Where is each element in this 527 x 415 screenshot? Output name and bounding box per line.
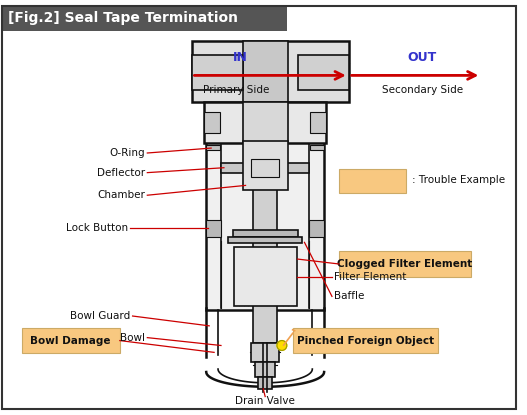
Bar [309, 220, 324, 237]
Bar [242, 141, 288, 190]
Bar [206, 141, 324, 310]
Bar [242, 41, 288, 102]
Text: Drain Valve: Drain Valve [235, 396, 295, 406]
Bar [242, 102, 288, 143]
Bar [228, 237, 302, 243]
Bar [253, 141, 277, 342]
Bar [339, 169, 406, 193]
Bar [191, 55, 242, 90]
Bar [206, 145, 220, 150]
Text: [Fig.2] Seal Tape Termination: [Fig.2] Seal Tape Termination [8, 12, 238, 25]
Text: Filter Element: Filter Element [334, 272, 406, 282]
Bar [310, 145, 324, 150]
Text: : Trouble Example: : Trouble Example [413, 176, 505, 186]
Text: Chamber: Chamber [97, 190, 145, 200]
Bar [206, 220, 221, 237]
Text: OUT: OUT [408, 51, 437, 64]
Text: Bowl Damage: Bowl Damage [31, 336, 111, 346]
Text: Bowl Guard: Bowl Guard [71, 311, 131, 321]
Text: Primary Side: Primary Side [202, 85, 269, 95]
Bar [251, 159, 279, 176]
Bar [310, 112, 326, 133]
Bar [2, 6, 287, 31]
Bar [221, 163, 309, 173]
Text: Baffle: Baffle [334, 291, 364, 301]
Bar [234, 247, 297, 306]
Text: Bowl: Bowl [120, 333, 145, 343]
Text: Pinched Foreign Object: Pinched Foreign Object [297, 336, 434, 346]
Bar [233, 229, 298, 237]
Bar [256, 362, 275, 377]
Text: Clogged Filter Element: Clogged Filter Element [337, 259, 472, 269]
Bar [292, 328, 438, 353]
Circle shape [277, 341, 287, 350]
Text: Secondary Side: Secondary Side [382, 85, 463, 95]
Text: IN: IN [233, 51, 248, 64]
Text: Deflector: Deflector [97, 168, 145, 178]
Text: O-Ring: O-Ring [110, 148, 145, 158]
Bar [204, 102, 326, 143]
Bar [339, 251, 472, 277]
Bar [251, 342, 279, 362]
Bar [204, 112, 220, 133]
Bar [298, 55, 349, 90]
Text: Lock Button: Lock Button [65, 222, 128, 233]
Bar [191, 41, 349, 102]
Bar [22, 328, 120, 353]
Bar [258, 377, 272, 389]
